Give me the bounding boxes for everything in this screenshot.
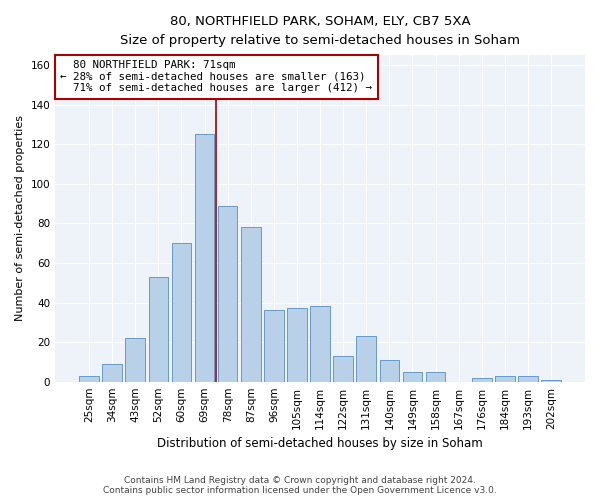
Bar [125,338,145,382]
Bar [241,228,260,382]
Bar [472,378,491,382]
Bar [403,372,422,382]
Text: 80 NORTHFIELD PARK: 71sqm
← 28% of semi-detached houses are smaller (163)
  71% : 80 NORTHFIELD PARK: 71sqm ← 28% of semi-… [61,60,373,93]
Text: Contains HM Land Registry data © Crown copyright and database right 2024.
Contai: Contains HM Land Registry data © Crown c… [103,476,497,495]
Bar [264,310,284,382]
Bar [541,380,561,382]
Bar [518,376,538,382]
Y-axis label: Number of semi-detached properties: Number of semi-detached properties [15,116,25,322]
Bar [79,376,99,382]
Bar [380,360,399,382]
Bar [218,206,238,382]
Bar [495,376,515,382]
Bar [172,243,191,382]
Bar [426,372,445,382]
Bar [195,134,214,382]
Bar [287,308,307,382]
Bar [149,277,168,382]
Bar [310,306,330,382]
X-axis label: Distribution of semi-detached houses by size in Soham: Distribution of semi-detached houses by … [157,437,483,450]
Title: 80, NORTHFIELD PARK, SOHAM, ELY, CB7 5XA
Size of property relative to semi-detac: 80, NORTHFIELD PARK, SOHAM, ELY, CB7 5XA… [120,15,520,47]
Bar [334,356,353,382]
Bar [356,336,376,382]
Bar [103,364,122,382]
